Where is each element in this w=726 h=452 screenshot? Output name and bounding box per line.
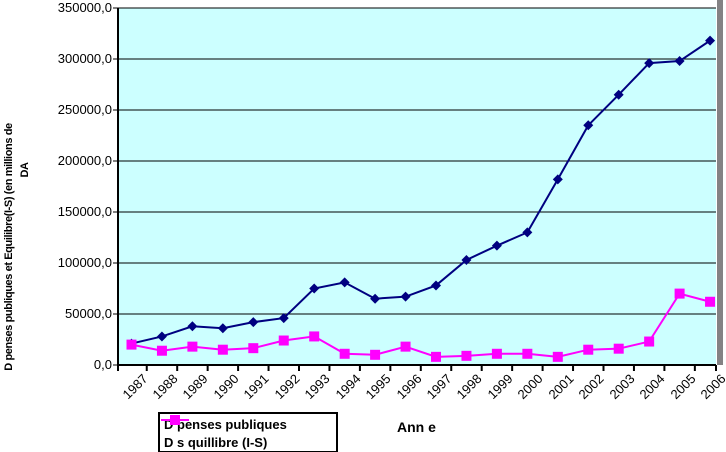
- plot-background: [118, 8, 716, 365]
- y-axis-title-line1: D penses publiques et Equilibre(I-S) (en…: [3, 123, 15, 371]
- square-marker-icon: [161, 415, 189, 425]
- y-tick-label: 350000,0: [57, 0, 112, 15]
- square-marker-icon: [126, 339, 137, 350]
- y-tick-label: 50000,0: [65, 306, 112, 321]
- y-tick-label: 250000,0: [57, 102, 112, 117]
- diamond-marker-icon: [370, 293, 381, 304]
- diamond-marker-icon: [431, 280, 441, 291]
- square-marker-icon: [491, 348, 502, 359]
- plot-right-border: [717, 0, 723, 365]
- diamond-marker-icon: [461, 254, 472, 265]
- legend-item: D s quillibre (I-S): [161, 415, 336, 451]
- square-marker-icon: [217, 344, 228, 355]
- diamond-marker-icon: [491, 240, 502, 251]
- diamond-marker-icon: [674, 56, 685, 67]
- legend-label: D s quillibre (I-S): [164, 434, 268, 450]
- y-tick-label: 0,0: [93, 357, 112, 372]
- diamond-marker-icon: [522, 227, 533, 238]
- diamond-marker-icon: [339, 277, 350, 288]
- square-marker-icon: [400, 341, 411, 352]
- square-marker-icon: [674, 288, 685, 299]
- legend-label: D penses publiques: [164, 416, 287, 432]
- diamond-marker-icon: [248, 317, 259, 328]
- series-line-diamond: [131, 39, 711, 345]
- square-marker-icon: [156, 345, 167, 356]
- square-marker-icon: [248, 343, 259, 354]
- diamond-marker-icon: [217, 323, 228, 334]
- square-marker-icon: [339, 348, 350, 359]
- diamond-marker-icon: [552, 174, 563, 185]
- diamond-marker-icon: [705, 35, 716, 46]
- diamond-marker-icon: [644, 58, 655, 69]
- y-tick-label: 150000,0: [57, 204, 112, 219]
- square-marker-icon: [644, 336, 655, 347]
- legend: D penses publiques D s quillibre (I-S): [158, 412, 338, 452]
- diamond-marker-icon: [613, 89, 624, 100]
- square-marker-icon: [552, 351, 563, 362]
- square-marker-icon: [309, 331, 320, 342]
- diamond-marker-icon: [278, 313, 289, 324]
- diamond-marker-icon: [583, 120, 594, 131]
- square-marker-icon: [431, 351, 441, 362]
- diamond-marker-icon: [187, 321, 198, 332]
- x-axis-title: Ann e: [397, 419, 436, 435]
- square-marker-icon: [705, 296, 716, 307]
- y-tick-label: 300000,0: [57, 51, 112, 66]
- diamond-marker-icon: [400, 291, 411, 302]
- y-tick-label: 200000,0: [57, 153, 112, 168]
- square-marker-icon: [187, 341, 198, 352]
- y-axis-title-line2: DA: [19, 162, 31, 178]
- square-marker-icon: [461, 350, 472, 361]
- diamond-marker-icon: [156, 331, 167, 342]
- square-marker-icon: [522, 348, 533, 359]
- square-marker-icon: [613, 343, 624, 354]
- diamond-marker-icon: [309, 283, 320, 294]
- series-line-square: [131, 292, 711, 358]
- square-marker-icon: [583, 344, 594, 355]
- y-tick-label: 100000,0: [57, 255, 112, 270]
- square-marker-icon: [278, 335, 289, 346]
- square-marker-icon: [370, 349, 381, 360]
